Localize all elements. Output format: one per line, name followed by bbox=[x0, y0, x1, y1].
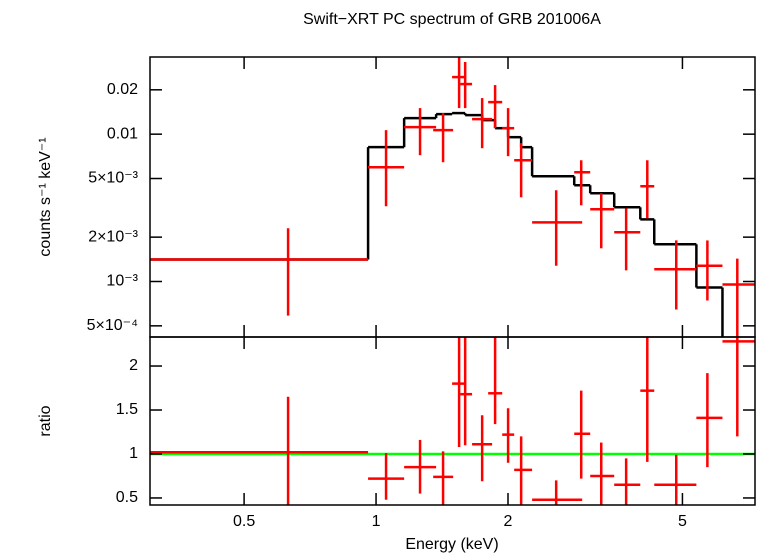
y-tick-label: 2×10⁻³ bbox=[88, 228, 138, 245]
x-axis-label: Energy (keV) bbox=[405, 536, 498, 553]
y-tick-label: 0.5 bbox=[116, 489, 138, 506]
y-tick-label: 2 bbox=[129, 357, 138, 374]
top-frame bbox=[149, 56, 756, 338]
y-tick-label: 1 bbox=[129, 445, 138, 462]
axes: 0.02 0.01 5×10⁻³ 2×10⁻³ 10⁻³ 5×10⁻⁴ 0.5 1 1.5 2 0.… bbox=[87, 57, 755, 530]
x-tick-label: 1 bbox=[372, 513, 381, 530]
ratio-plot bbox=[150, 337, 755, 505]
y-tick-label: 0.02 bbox=[107, 81, 138, 98]
y-tick-label: 5×10⁻⁴ bbox=[87, 317, 138, 334]
x-tick-label: 5 bbox=[678, 513, 687, 530]
y-tick-label: 1.5 bbox=[116, 401, 138, 418]
x-tick-label: 0.5 bbox=[233, 513, 255, 530]
y-tick-label: 5×10⁻³ bbox=[88, 170, 138, 187]
ratio-frame bbox=[149, 336, 756, 506]
chart-title: Swift−XRT PC spectrum of GRB 201006A bbox=[303, 11, 601, 28]
y-axis-label: counts s⁻¹ keV⁻¹ bbox=[37, 137, 54, 256]
y-tick-label: 0.01 bbox=[107, 125, 138, 142]
y-axis-label: ratio bbox=[37, 405, 54, 436]
y-tick-label: 10⁻³ bbox=[106, 273, 138, 290]
top-plot bbox=[150, 57, 755, 337]
x-tick-label: 2 bbox=[504, 513, 513, 530]
